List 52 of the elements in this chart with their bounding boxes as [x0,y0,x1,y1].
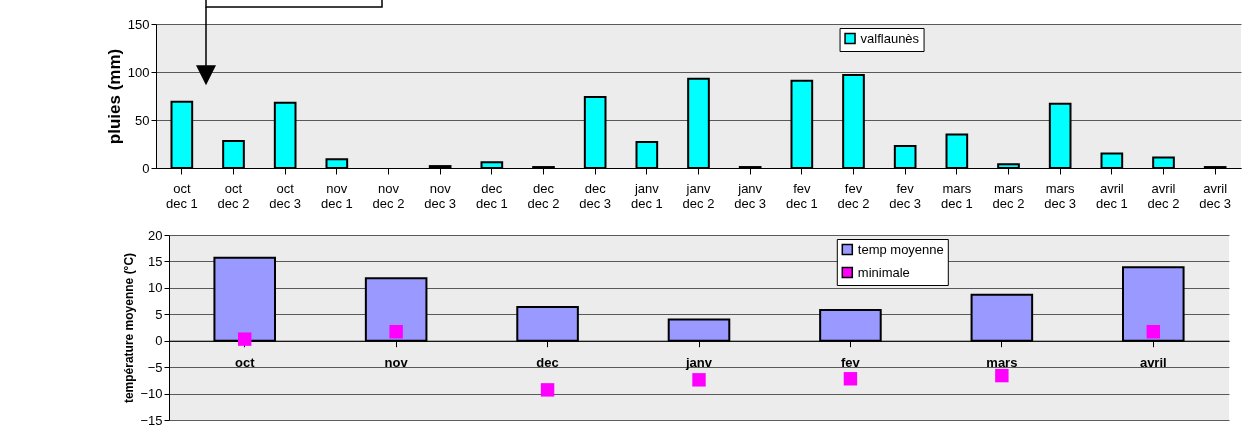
legend-label: minimale [857,264,910,280]
point [238,332,252,346]
y-axis-title: température moyenne (°C) [122,252,137,404]
x-tick-label: nov dec 3 [424,180,457,211]
legend-label: valflaunès [860,30,920,46]
x-tick-label: dec dec 3 [579,180,612,211]
x-tick-label: dec dec 2 [527,180,560,211]
x-tick-label: janv dec 3 [734,180,767,211]
x-tick-label: mars dec 1 [940,180,973,211]
y-tick-label: 20 [148,227,163,243]
point [692,373,706,387]
point [389,325,403,339]
y-tick-label: 15 [148,253,163,269]
x-tick-label: dec dec 1 [475,180,508,211]
x-tick-label: mars dec 3 [1044,180,1077,211]
x-tick-label: fev [841,355,861,371]
point [995,368,1009,383]
y-tick-label: 5 [155,306,163,322]
x-tick-label: nov dec 1 [320,180,353,211]
y-tick-label: 0 [155,333,163,349]
x-tick-label: avril dec 1 [1095,180,1128,211]
y-tick-label: −5 [147,359,163,375]
y-tick-label: −10 [140,386,163,402]
point [1146,325,1160,339]
x-tick-label: avril dec 3 [1199,180,1232,211]
legend-label: temp moyenne [857,241,944,257]
x-tick-label: janv dec 2 [682,180,715,211]
x-tick-label: mars [986,355,1018,371]
x-tick-label: janv [684,355,713,371]
x-tick-label: oct dec 2 [217,180,250,211]
y-tick-label: 100 [127,64,150,80]
x-tick-label: nov [384,355,409,371]
y-tick-label: 50 [135,112,150,128]
x-tick-label: avril [1139,355,1167,371]
x-tick-label: fev dec 2 [837,180,870,211]
point [540,383,555,397]
x-tick-label: dec [536,355,559,371]
x-tick-label: nov dec 2 [372,180,405,211]
x-tick-label: mars dec 2 [992,180,1025,211]
y-tick-label: 10 [148,280,163,296]
y-tick-label: 150 [127,16,150,32]
x-tick-label: avril dec 2 [1147,180,1180,211]
x-tick-label: oct [234,355,256,371]
y-tick-label: −15 [140,412,163,428]
y-tick-label: 0 [142,160,150,176]
x-tick-label: oct dec 3 [269,180,302,211]
x-tick-label: fev dec 1 [785,180,818,211]
x-tick-label: fev dec 3 [889,180,922,211]
point [843,372,858,386]
y-axis-title: pluies (mm) [104,48,124,145]
x-tick-label: janv dec 1 [630,180,663,211]
x-tick-label: oct dec 1 [165,180,198,211]
